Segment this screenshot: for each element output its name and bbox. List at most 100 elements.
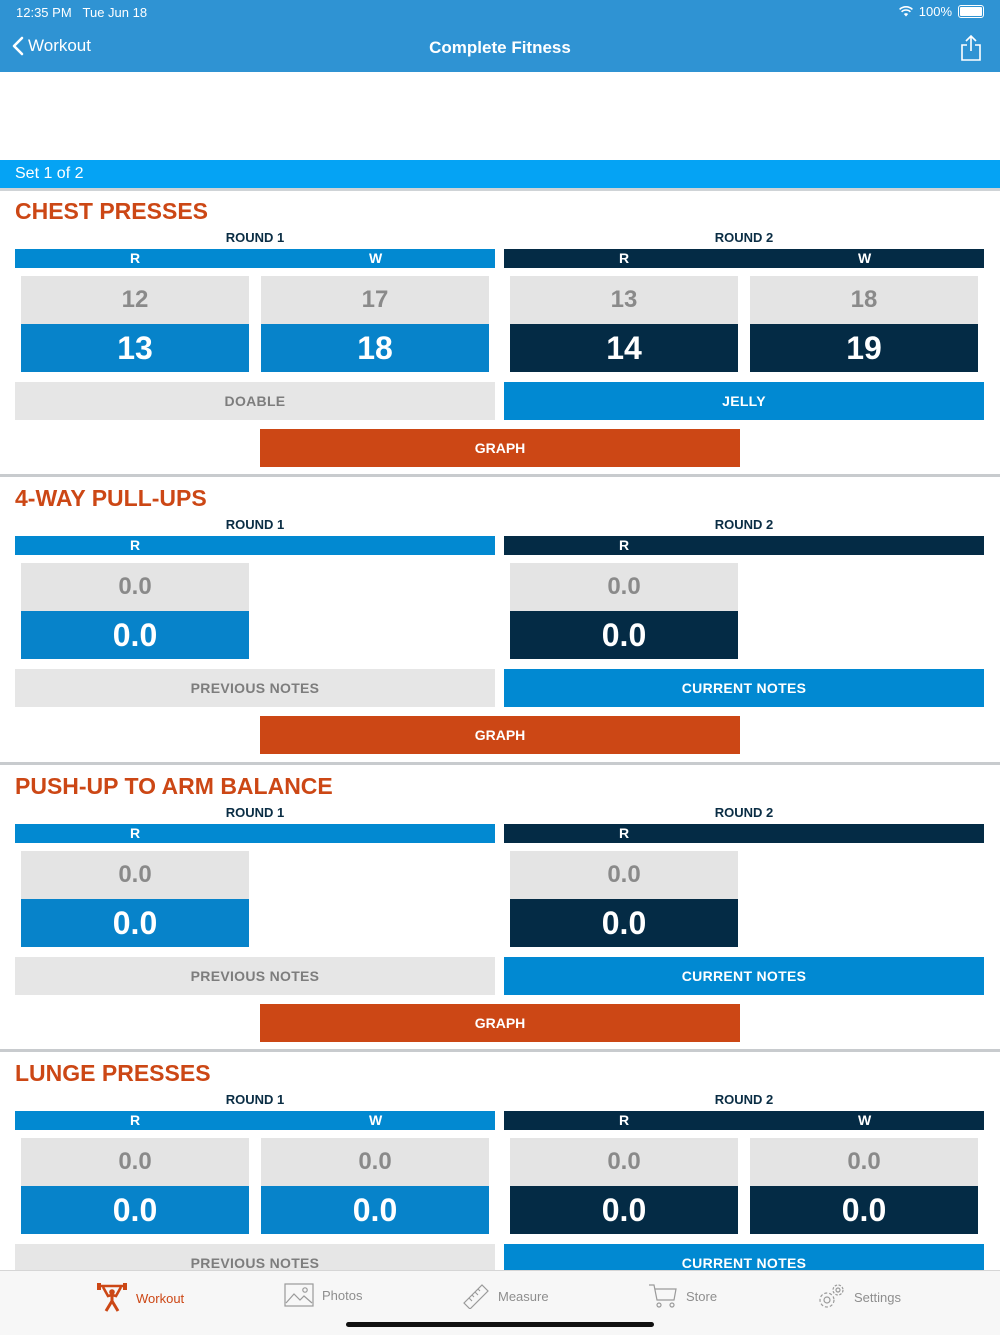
- round-2-weight-cell[interactable]: 0.0 0.0: [750, 1138, 978, 1234]
- round-1-reps-cell[interactable]: 12 13: [21, 276, 249, 372]
- tab-label: Measure: [498, 1288, 549, 1304]
- tab-label: Photos: [322, 1287, 363, 1303]
- home-indicator: [346, 1322, 654, 1327]
- round-2-reps-cell[interactable]: 13 14: [510, 276, 738, 372]
- round-2-reps-cell[interactable]: 0.0 0.0: [510, 563, 738, 659]
- current-value[interactable]: 0.0: [750, 1186, 978, 1234]
- current-value[interactable]: 0.0: [261, 1186, 489, 1234]
- nav-bar: Workout Complete Fitness: [0, 24, 1000, 72]
- col-r-label: R: [130, 1112, 141, 1128]
- current-notes-button[interactable]: CURRENT NOTES: [504, 1244, 984, 1270]
- exercise-title: PUSH-UP TO ARM BALANCE: [15, 773, 333, 799]
- graph-button[interactable]: GRAPH: [260, 1004, 740, 1042]
- tab-label: Settings: [854, 1289, 901, 1305]
- status-time: 12:35 PM Tue Jun 18: [16, 5, 148, 20]
- current-value[interactable]: 0.0: [510, 1186, 738, 1234]
- battery-icon: [958, 5, 984, 18]
- current-value[interactable]: 0.0: [21, 611, 249, 659]
- tab-measure[interactable]: Measure: [462, 1283, 549, 1309]
- current-value[interactable]: 0.0: [21, 899, 249, 947]
- current-value[interactable]: 19: [750, 324, 978, 372]
- round-1-weight-cell[interactable]: 0.0 0.0: [261, 1138, 489, 1234]
- page-title: Complete Fitness: [429, 38, 571, 57]
- divider: [0, 474, 1000, 477]
- col-r-label: R: [619, 537, 630, 553]
- round-2-reps-cell[interactable]: 0.0 0.0: [510, 1138, 738, 1234]
- round-1-label: ROUND 1: [225, 805, 285, 820]
- col-r-label: R: [130, 250, 141, 266]
- col-r-label: R: [619, 250, 630, 266]
- gear-icon: [819, 1284, 844, 1308]
- round-1-columns: R: [15, 536, 495, 555]
- graph-button[interactable]: GRAPH: [260, 429, 740, 467]
- previous-notes-button[interactable]: PREVIOUS NOTES: [15, 957, 495, 995]
- current-value[interactable]: 0.0: [510, 899, 738, 947]
- current-notes-button[interactable]: CURRENT NOTES: [504, 669, 984, 707]
- round-2-reps-cell[interactable]: 0.0 0.0: [510, 851, 738, 947]
- exercise-push-up-to-arm-balance: PUSH-UP TO ARM BALANCE ROUND 1 ROUND 2 R…: [0, 767, 1000, 1050]
- tab-photos[interactable]: Photos: [284, 1283, 362, 1307]
- chevron-left-icon: [12, 36, 24, 56]
- back-button[interactable]: Workout: [12, 36, 91, 56]
- current-value[interactable]: 13: [21, 324, 249, 372]
- round-1-weight-cell[interactable]: 17 18: [261, 276, 489, 372]
- round-1-label: ROUND 1: [225, 517, 285, 532]
- round-2-label: ROUND 2: [714, 230, 774, 245]
- photo-icon: [284, 1283, 314, 1307]
- weightlifter-icon: [97, 1283, 127, 1312]
- exercise-4-way-pull-ups: 4-WAY PULL-UPS ROUND 1 ROUND 2 R R 0.0 0.…: [0, 479, 1000, 762]
- current-value[interactable]: 18: [261, 324, 489, 372]
- exercise-title: LUNGE PRESSES: [15, 1060, 211, 1086]
- previous-value: 13: [510, 276, 738, 324]
- battery-percent: 100%: [918, 4, 952, 19]
- tab-settings[interactable]: Settings: [816, 1283, 901, 1311]
- ruler-icon: [463, 1284, 489, 1309]
- current-value[interactable]: 14: [510, 324, 738, 372]
- divider: [0, 1049, 1000, 1052]
- previous-value: 17: [261, 276, 489, 324]
- round-2-columns: R: [504, 824, 984, 843]
- back-label: Workout: [28, 36, 91, 55]
- current-value[interactable]: 0.0: [510, 611, 738, 659]
- wifi-icon: [898, 6, 913, 17]
- status-right: 100%: [898, 4, 984, 19]
- previous-notes-button[interactable]: PREVIOUS NOTES: [15, 669, 495, 707]
- round-1-label: ROUND 1: [225, 1092, 285, 1107]
- round-2-label: ROUND 2: [714, 1092, 774, 1107]
- tab-store[interactable]: Store: [648, 1283, 717, 1309]
- set-header: Set 1 of 2: [0, 160, 1000, 188]
- previous-notes-button[interactable]: DOABLE: [15, 382, 495, 420]
- round-1-reps-cell[interactable]: 0.0 0.0: [21, 851, 249, 947]
- exercise-title: CHEST PRESSES: [15, 198, 208, 224]
- current-notes-button[interactable]: CURRENT NOTES: [504, 957, 984, 995]
- col-w-label: W: [858, 250, 872, 266]
- col-r-label: R: [130, 537, 141, 553]
- round-1-reps-cell[interactable]: 0.0 0.0: [21, 563, 249, 659]
- divider: [0, 188, 1000, 191]
- exercise-title: 4-WAY PULL-UPS: [15, 485, 207, 511]
- previous-notes-button[interactable]: PREVIOUS NOTES: [15, 1244, 495, 1270]
- round-1-reps-cell[interactable]: 0.0 0.0: [21, 1138, 249, 1234]
- status-bar: 12:35 PM Tue Jun 18 100%: [0, 0, 1000, 24]
- tab-label: Workout: [136, 1290, 185, 1306]
- previous-value: 0.0: [510, 563, 738, 611]
- col-r-label: R: [619, 825, 630, 841]
- share-button[interactable]: [960, 34, 982, 67]
- previous-value: 0.0: [261, 1138, 489, 1186]
- current-notes-button[interactable]: JELLY: [504, 382, 984, 420]
- graph-button[interactable]: GRAPH: [260, 716, 740, 754]
- col-w-label: W: [369, 250, 383, 266]
- col-w-label: W: [858, 1112, 872, 1128]
- tab-label: Store: [686, 1288, 718, 1304]
- round-2-weight-cell[interactable]: 18 19: [750, 276, 978, 372]
- current-value[interactable]: 0.0: [21, 1186, 249, 1234]
- share-icon: [961, 34, 981, 61]
- tab-workout[interactable]: Workout: [96, 1283, 184, 1313]
- previous-value: 0.0: [510, 851, 738, 899]
- round-1-columns: R: [15, 824, 495, 843]
